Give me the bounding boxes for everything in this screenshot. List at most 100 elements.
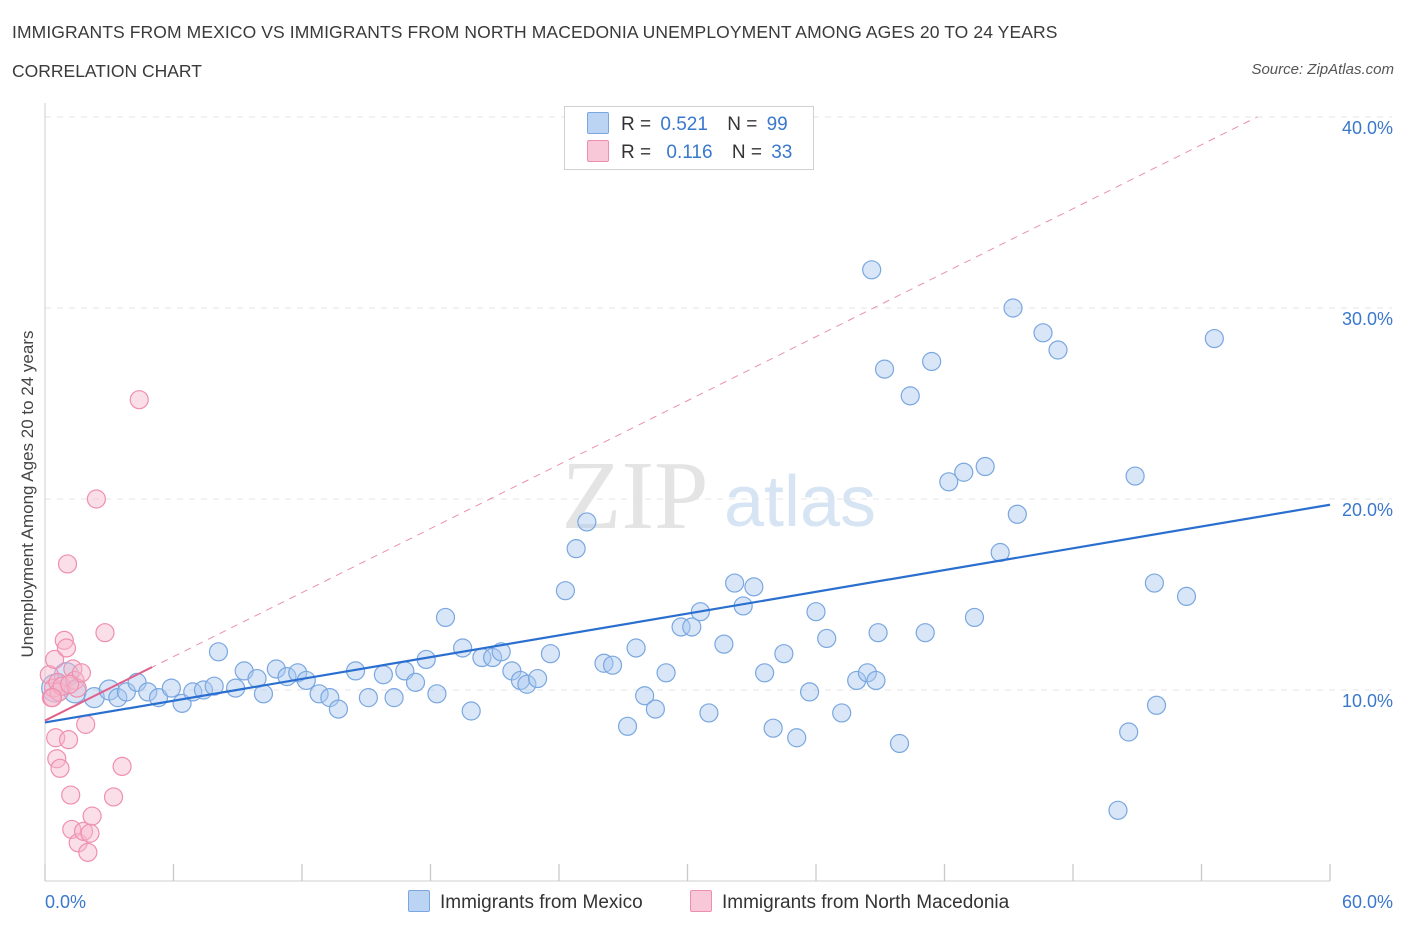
mexico-n-value: 99 [766,114,788,135]
macedonia-point [112,756,132,777]
n-label: N = [731,142,762,163]
macedonia-point [76,714,96,734]
mexico-legend-swatch [408,890,430,912]
mexico-point [866,670,886,691]
mexico-r-value: 0.521 [660,114,708,135]
macedonia-r-value: 0.116 [666,142,713,163]
mexico-point [806,602,826,622]
trend-dashed [44,116,1258,722]
legend-label-macedonia: Immigrants from North Macedonia [722,892,1010,913]
mexico-swatch [587,112,609,134]
macedonia-trend-line [44,666,153,722]
watermark-atlas: atlas [724,462,876,542]
macedonia-point [54,630,74,650]
mexico-point [874,359,895,379]
mexico-point [964,607,985,628]
mexico-point [577,512,597,532]
macedonia-point [56,638,77,658]
mexico-point [204,676,224,696]
macedonia-point [65,670,85,691]
y-tick-label: 10.0% [1342,691,1393,711]
macedonia-point [95,623,115,643]
mexico-point [309,684,329,704]
watermark: ZIP atlas [562,442,877,550]
mexico-point [671,617,691,637]
macedonia-point [129,390,149,410]
mexico-point [939,472,959,492]
mexico-point [358,688,378,708]
watermark-zip: ZIP [562,442,709,550]
macedonia-point [60,674,80,694]
mexico-point [915,623,935,643]
x-tick-label: 60.0% [1342,892,1393,912]
mexico-point [626,638,646,658]
mexico-point [296,670,316,691]
y-tick-label: 20.0% [1342,500,1393,520]
mexico-point [266,659,286,679]
mexico-point [1048,340,1068,360]
mexico-point [138,682,158,702]
mexico-point [384,688,404,708]
macedonia-trend-extension [44,116,1258,722]
mexico-point [1007,504,1027,524]
mexico-point [461,701,481,721]
macedonia-legend-swatch [690,890,712,912]
y-tick-label: 30.0% [1342,309,1393,329]
mexico-point [699,703,719,723]
n-label: N = [727,114,758,135]
x-tick-label: 0.0% [45,892,86,912]
mexico-trend-line [44,503,1331,724]
mexico-point [682,617,702,637]
stats-row-macedonia: R = 0.116 N = 33 [587,140,792,164]
mexico-point [328,699,349,719]
mexico-point [900,386,920,406]
legend-item-macedonia[interactable]: Immigrants from North Macedonia [690,890,1009,914]
r-label: R = [621,142,652,163]
mexico-point [453,638,473,658]
mexico-point [635,686,655,706]
mexico-point [1119,722,1139,742]
mexico-point [656,663,676,683]
macedonia-point [103,787,124,807]
chart-subtitle: CORRELATION CHART [12,61,202,81]
mexico-point [725,573,745,593]
macedonia-swatch [587,140,609,162]
mexico-point [763,718,783,738]
mexico-point [645,699,665,719]
macedonia-point [86,489,107,509]
y-tick-label: 40.0% [1342,118,1393,138]
mexico-point [1204,328,1224,349]
mexico-point [491,642,511,662]
mexico-point [868,623,888,643]
macedonia-point [80,823,100,843]
mexico-point [566,539,586,559]
mexico-point [744,577,764,597]
macedonia-points [39,390,149,862]
mexico-point [799,682,820,702]
mexico-point [975,456,995,477]
macedonia-point [82,806,102,826]
mexico-point [555,581,576,601]
trend-lines [44,503,1331,724]
mexico-point [1125,466,1145,486]
mexico-point [832,703,852,723]
mexico-points [41,260,1224,820]
legend-item-mexico[interactable]: Immigrants from Mexico [408,890,643,914]
macedonia-n-value: 33 [771,142,793,163]
mexico-point [373,665,393,685]
axes [44,103,1331,882]
mexico-point [540,644,561,664]
mexico-point [405,672,426,692]
mexico-point [817,628,837,649]
macedonia-point [78,842,98,862]
y-axis-label: Unemployment Among Ages 20 to 24 years [18,331,37,658]
macedonia-point [58,730,79,750]
mexico-point [602,655,623,675]
mexico-point [527,668,548,689]
r-label: R = [621,114,652,135]
mexico-point [787,728,807,748]
mexico-point [774,644,794,664]
mexico-point [116,682,136,702]
legend-label-mexico: Immigrants from Mexico [440,892,643,913]
